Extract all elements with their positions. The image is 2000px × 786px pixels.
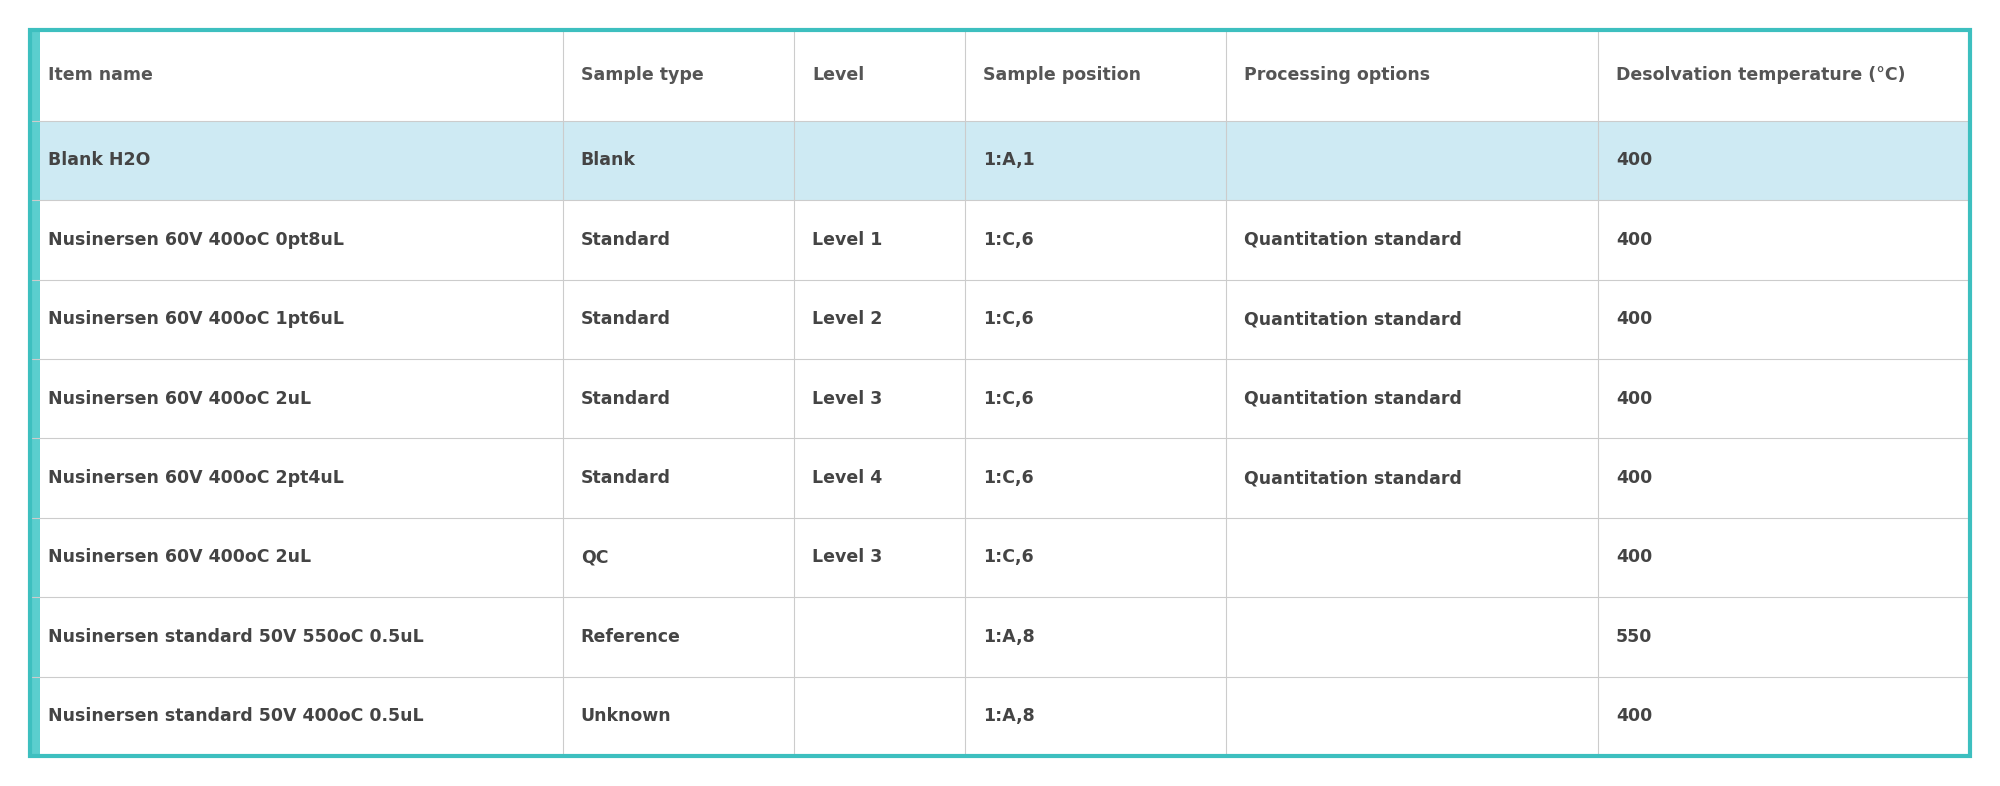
Text: Nusinersen standard 50V 550oC 0.5uL: Nusinersen standard 50V 550oC 0.5uL bbox=[48, 628, 424, 646]
Text: 1:A,8: 1:A,8 bbox=[982, 628, 1034, 646]
Text: Processing options: Processing options bbox=[1244, 66, 1430, 84]
Bar bbox=[30, 518, 40, 597]
Text: 1:C,6: 1:C,6 bbox=[982, 310, 1034, 329]
Text: Nusinersen 60V 400oC 2pt4uL: Nusinersen 60V 400oC 2pt4uL bbox=[48, 469, 344, 487]
Text: Quantitation standard: Quantitation standard bbox=[1244, 390, 1462, 408]
Bar bbox=[30, 597, 1970, 677]
Bar bbox=[30, 280, 40, 359]
Text: Level 3: Level 3 bbox=[812, 549, 882, 567]
Text: Quantitation standard: Quantitation standard bbox=[1244, 310, 1462, 329]
Text: 400: 400 bbox=[1616, 231, 1652, 249]
Text: Quantitation standard: Quantitation standard bbox=[1244, 231, 1462, 249]
Text: Level 3: Level 3 bbox=[812, 390, 882, 408]
Text: Blank H2O: Blank H2O bbox=[48, 152, 150, 170]
Text: Nusinersen 60V 400oC 1pt6uL: Nusinersen 60V 400oC 1pt6uL bbox=[48, 310, 344, 329]
Text: 1:A,1: 1:A,1 bbox=[982, 152, 1034, 170]
Bar bbox=[30, 30, 1970, 121]
Bar bbox=[30, 200, 1970, 280]
Text: Reference: Reference bbox=[580, 628, 680, 646]
Bar bbox=[30, 121, 40, 200]
Bar bbox=[30, 677, 1970, 756]
Text: Sample position: Sample position bbox=[982, 66, 1140, 84]
Text: Nusinersen 60V 400oC 2uL: Nusinersen 60V 400oC 2uL bbox=[48, 549, 312, 567]
Text: Level 2: Level 2 bbox=[812, 310, 882, 329]
Text: Level: Level bbox=[812, 66, 864, 84]
Bar bbox=[30, 200, 40, 280]
Text: 400: 400 bbox=[1616, 707, 1652, 725]
Text: Sample type: Sample type bbox=[580, 66, 704, 84]
Text: 1:C,6: 1:C,6 bbox=[982, 231, 1034, 249]
Text: Desolvation temperature (°C): Desolvation temperature (°C) bbox=[1616, 66, 1906, 84]
Bar bbox=[30, 439, 40, 518]
Text: 400: 400 bbox=[1616, 469, 1652, 487]
Text: Level 1: Level 1 bbox=[812, 231, 882, 249]
Bar bbox=[30, 359, 40, 439]
Text: Standard: Standard bbox=[580, 231, 670, 249]
Text: 400: 400 bbox=[1616, 310, 1652, 329]
Text: Item name: Item name bbox=[48, 66, 152, 84]
Text: 1:C,6: 1:C,6 bbox=[982, 549, 1034, 567]
Text: 400: 400 bbox=[1616, 152, 1652, 170]
Text: Nusinersen 60V 400oC 2uL: Nusinersen 60V 400oC 2uL bbox=[48, 390, 312, 408]
Text: 1:A,8: 1:A,8 bbox=[982, 707, 1034, 725]
Text: Quantitation standard: Quantitation standard bbox=[1244, 469, 1462, 487]
Text: Standard: Standard bbox=[580, 469, 670, 487]
Text: Standard: Standard bbox=[580, 390, 670, 408]
Text: Blank: Blank bbox=[580, 152, 636, 170]
Bar bbox=[30, 30, 40, 121]
Text: QC: QC bbox=[580, 549, 608, 567]
Text: Level 4: Level 4 bbox=[812, 469, 882, 487]
Bar bbox=[30, 280, 1970, 359]
Text: Nusinersen standard 50V 400oC 0.5uL: Nusinersen standard 50V 400oC 0.5uL bbox=[48, 707, 424, 725]
Bar bbox=[30, 359, 1970, 439]
Text: Nusinersen 60V 400oC 0pt8uL: Nusinersen 60V 400oC 0pt8uL bbox=[48, 231, 344, 249]
Text: 1:C,6: 1:C,6 bbox=[982, 469, 1034, 487]
Text: Unknown: Unknown bbox=[580, 707, 672, 725]
Bar bbox=[30, 677, 40, 756]
Text: 550: 550 bbox=[1616, 628, 1652, 646]
Text: 400: 400 bbox=[1616, 390, 1652, 408]
Bar bbox=[30, 597, 40, 677]
Bar bbox=[30, 439, 1970, 518]
Bar bbox=[30, 518, 1970, 597]
Text: Standard: Standard bbox=[580, 310, 670, 329]
Text: 400: 400 bbox=[1616, 549, 1652, 567]
Text: 1:C,6: 1:C,6 bbox=[982, 390, 1034, 408]
Bar bbox=[30, 121, 1970, 200]
